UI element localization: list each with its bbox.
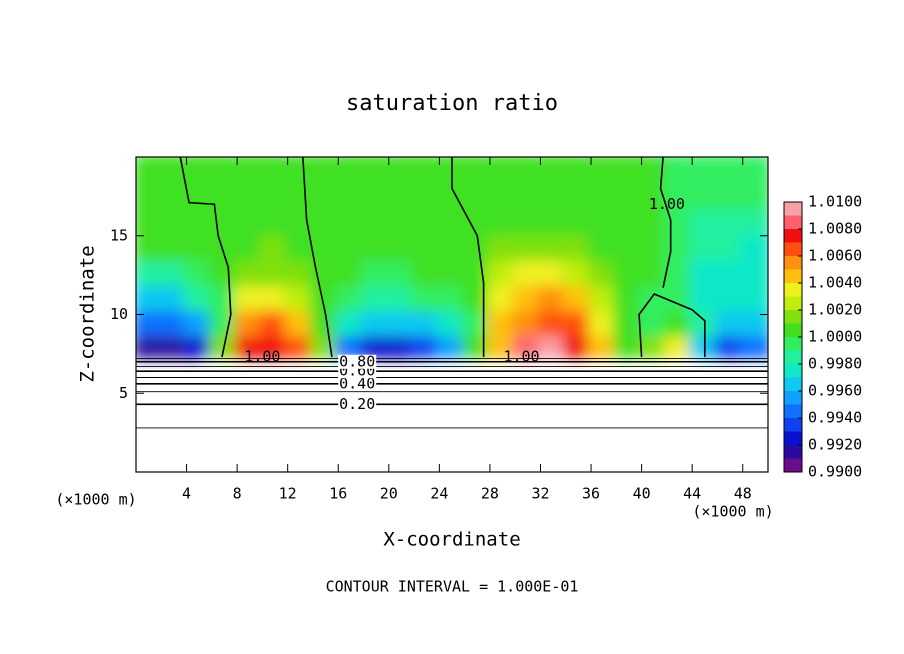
colorbar-band (784, 337, 802, 351)
unity-contour (659, 157, 672, 288)
unity-contour-label: 1.00 (649, 195, 685, 213)
contour-label-bg (338, 354, 377, 369)
colorbar-band (784, 391, 802, 405)
y-axis-label: Z-coordinate (77, 245, 99, 382)
y-unit: (×1000 m) (55, 491, 136, 509)
overlay: 0.200.400.600.801.00 1.001.004 8 12 16 20 24 28… (110, 156, 862, 503)
field-cells (136, 157, 768, 359)
colorbar-band (784, 364, 802, 378)
contour-layer (136, 157, 768, 429)
y-tick-label: 10 (110, 305, 128, 323)
x-tick-label: 40 (633, 485, 651, 503)
contour-label: 0.20 (339, 395, 375, 413)
y-tick-label: 5 (119, 384, 128, 402)
chart-title: saturation ratio (346, 91, 558, 116)
colorbar-tick-label: 0.9920 (808, 436, 862, 454)
x-tick-label: 28 (481, 485, 499, 503)
y-tick-label: 15 (110, 226, 128, 244)
colorbar-tick-label: 0.9980 (808, 355, 862, 373)
colorbar-band (784, 296, 802, 310)
unity-contour (179, 157, 232, 358)
unity-contour (451, 157, 485, 358)
colorbar-tick-label: 0.9960 (808, 382, 862, 400)
field-cell (739, 157, 768, 186)
colorbar-band (784, 418, 802, 432)
colorbar-tick-label: 1.0100 (808, 193, 862, 211)
colorbar-tick-label: 1.0020 (808, 301, 862, 319)
colorbar-band (784, 283, 802, 297)
unity-contour-label: 1.00 (244, 348, 280, 366)
x-tick-label: 44 (683, 485, 701, 503)
x-tick-label: 48 (734, 485, 752, 503)
colorbar-band (784, 404, 802, 418)
colorbar-band (784, 229, 802, 243)
colorbar-band (784, 458, 802, 472)
footer: CONTOUR INTERVAL = 1.000E-01 (326, 578, 579, 596)
colorbar-band (784, 256, 802, 270)
unity-contour-label: 1.00 (503, 348, 539, 366)
x-tick-label: 16 (329, 485, 347, 503)
colorbar-band (784, 242, 802, 256)
x-tick-label: 24 (430, 485, 448, 503)
contour-label: 0.80 (339, 352, 375, 370)
x-tick-label: 36 (582, 485, 600, 503)
colorbar-tick-label: 1.0040 (808, 274, 862, 292)
contour-label-bg (338, 397, 377, 412)
colorbar-band (784, 310, 802, 324)
colorbar-tick-label: 0.9940 (808, 409, 862, 427)
colorbar-tick-label: 1.0080 (808, 220, 862, 238)
colorbar-band (784, 202, 802, 216)
x-tick-label: 32 (531, 485, 549, 503)
x-unit: (×1000 m) (692, 503, 773, 521)
contour-label: 0.40 (339, 374, 375, 392)
x-tick-label: 8 (233, 485, 242, 503)
colorbar-band (784, 431, 802, 445)
contour-label-bg (338, 376, 377, 391)
colorbar-band (784, 215, 802, 229)
field-layer (136, 157, 768, 359)
x-tick-label: 12 (279, 485, 297, 503)
colorbar-tick-label: 1.0060 (808, 247, 862, 265)
colorbar-tick-label: 0.9900 (808, 463, 862, 481)
colorbar-band (784, 445, 802, 459)
colorbar-band (784, 323, 802, 337)
unity-contour (302, 157, 333, 358)
colorbar-band (784, 377, 802, 391)
unity-contour (638, 293, 706, 358)
x-axis-label: X-coordinate (383, 529, 520, 551)
colorbar-band (784, 350, 802, 364)
colorbar-band (784, 269, 802, 283)
colorbar-tick-label: 1.0000 (808, 328, 862, 346)
x-tick-label: 20 (380, 485, 398, 503)
x-tick-label: 4 (182, 485, 191, 503)
